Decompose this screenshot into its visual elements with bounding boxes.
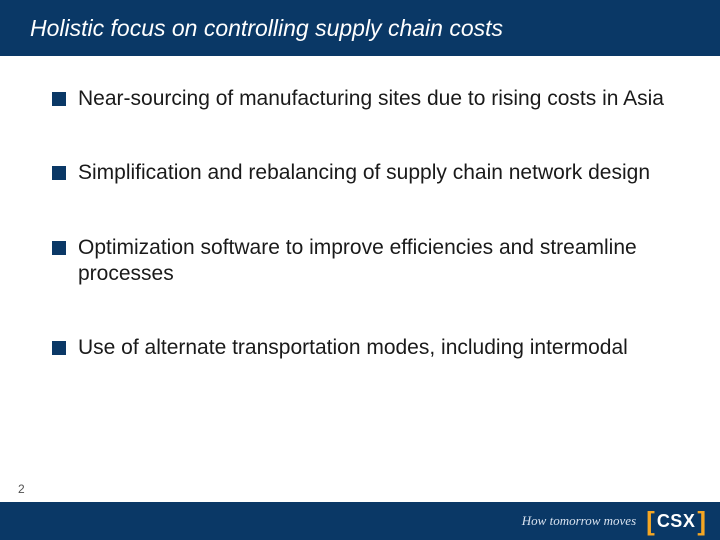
title-bar: Holistic focus on controlling supply cha… (0, 0, 720, 56)
csx-logo: [ CSX ] (646, 508, 706, 534)
bullet-item: Use of alternate transportation modes, i… (50, 335, 680, 361)
logo-text: CSX (655, 511, 698, 532)
slide: Holistic focus on controlling supply cha… (0, 0, 720, 540)
page-number: 2 (18, 482, 25, 496)
bullet-item: Near-sourcing of manufacturing sites due… (50, 86, 680, 112)
bullet-item: Optimization software to improve efficie… (50, 235, 680, 288)
footer-bar: How tomorrow moves [ CSX ] (0, 502, 720, 540)
slide-title: Holistic focus on controlling supply cha… (30, 15, 503, 42)
logo-bracket-left: [ (646, 508, 655, 534)
content-area: Near-sourcing of manufacturing sites due… (0, 56, 720, 540)
bullet-list: Near-sourcing of manufacturing sites due… (50, 86, 680, 361)
footer-tagline: How tomorrow moves (522, 513, 636, 529)
logo-bracket-right: ] (697, 508, 706, 534)
bullet-item: Simplification and rebalancing of supply… (50, 160, 680, 186)
